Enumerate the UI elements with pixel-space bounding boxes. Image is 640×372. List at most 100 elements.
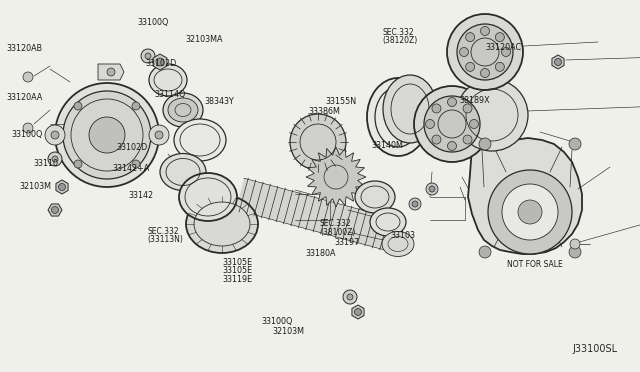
Text: 33110: 33110: [33, 159, 58, 168]
Circle shape: [355, 308, 362, 315]
Circle shape: [570, 239, 580, 249]
Text: 32103MA: 32103MA: [186, 35, 223, 44]
Ellipse shape: [186, 195, 258, 253]
Ellipse shape: [355, 181, 395, 213]
Circle shape: [502, 48, 511, 57]
Circle shape: [457, 24, 513, 80]
Circle shape: [347, 294, 353, 300]
Circle shape: [51, 131, 59, 139]
Text: 33142: 33142: [128, 191, 153, 200]
Ellipse shape: [179, 173, 237, 221]
Circle shape: [107, 68, 115, 76]
Circle shape: [481, 26, 490, 35]
Ellipse shape: [168, 98, 198, 122]
Text: 32103M: 32103M: [19, 182, 51, 191]
Text: 33142+A: 33142+A: [112, 164, 149, 173]
Circle shape: [74, 102, 82, 110]
Circle shape: [495, 33, 504, 42]
Text: 32103M: 32103M: [272, 327, 304, 336]
Text: 33100Q: 33100Q: [261, 317, 292, 326]
Circle shape: [569, 138, 581, 150]
Circle shape: [343, 290, 357, 304]
Text: SEC.332: SEC.332: [147, 227, 179, 236]
Circle shape: [466, 33, 475, 42]
Text: 33105E: 33105E: [223, 266, 253, 275]
Text: 33197: 33197: [334, 238, 359, 247]
Circle shape: [463, 135, 472, 144]
Text: 33103: 33103: [390, 231, 415, 240]
Circle shape: [429, 186, 435, 192]
Circle shape: [426, 183, 438, 195]
Circle shape: [145, 53, 151, 59]
Circle shape: [432, 104, 441, 113]
Circle shape: [290, 114, 346, 170]
Text: 33102D: 33102D: [116, 143, 148, 152]
Text: 38189X: 38189X: [460, 96, 490, 105]
Circle shape: [495, 62, 504, 71]
Ellipse shape: [367, 78, 429, 156]
Circle shape: [412, 201, 418, 207]
Circle shape: [89, 117, 125, 153]
Circle shape: [479, 138, 491, 150]
Circle shape: [463, 104, 472, 113]
Circle shape: [63, 91, 151, 179]
Ellipse shape: [163, 93, 203, 127]
Ellipse shape: [383, 75, 437, 143]
Text: J33100SL: J33100SL: [573, 344, 618, 354]
Text: 33155N: 33155N: [325, 97, 356, 106]
Polygon shape: [352, 305, 364, 319]
Text: 33120AB: 33120AB: [6, 44, 42, 53]
Text: 33120AC: 33120AC: [485, 43, 521, 52]
Circle shape: [456, 79, 528, 151]
Circle shape: [132, 160, 140, 168]
Text: 33120AA: 33120AA: [6, 93, 43, 102]
Ellipse shape: [174, 119, 226, 161]
Circle shape: [74, 160, 82, 168]
Polygon shape: [236, 179, 392, 250]
Circle shape: [132, 102, 140, 110]
Ellipse shape: [160, 154, 206, 190]
Circle shape: [488, 170, 572, 254]
Text: (38100Z): (38100Z): [320, 228, 355, 237]
Circle shape: [426, 119, 435, 128]
Text: 33105E: 33105E: [223, 258, 253, 267]
Text: (33113N): (33113N): [147, 235, 183, 244]
Text: 33140M: 33140M: [371, 141, 403, 150]
Circle shape: [569, 246, 581, 258]
Polygon shape: [306, 147, 366, 207]
Polygon shape: [56, 180, 68, 194]
Circle shape: [45, 125, 65, 145]
Circle shape: [479, 246, 491, 258]
Text: 33119E: 33119E: [223, 275, 253, 284]
Circle shape: [55, 83, 159, 187]
Text: 33114Q: 33114Q: [155, 90, 186, 99]
Text: NOT FOR SALE: NOT FOR SALE: [507, 260, 563, 269]
Text: 38343Y: 38343Y: [205, 97, 234, 106]
Circle shape: [447, 14, 523, 90]
Text: SEC.332: SEC.332: [320, 219, 351, 228]
Circle shape: [447, 97, 456, 106]
Text: 33102D: 33102D: [146, 59, 177, 68]
Polygon shape: [552, 55, 564, 69]
Circle shape: [466, 62, 475, 71]
Ellipse shape: [382, 231, 414, 257]
Ellipse shape: [370, 208, 406, 236]
Circle shape: [502, 184, 558, 240]
Circle shape: [156, 58, 164, 66]
Polygon shape: [98, 64, 124, 80]
Text: 33386M: 33386M: [308, 107, 340, 116]
Circle shape: [424, 96, 480, 152]
Circle shape: [460, 48, 468, 57]
Polygon shape: [48, 204, 62, 216]
Circle shape: [23, 123, 33, 133]
Circle shape: [48, 152, 62, 166]
Text: SEC.332: SEC.332: [383, 28, 414, 37]
Circle shape: [155, 131, 163, 139]
Circle shape: [51, 206, 58, 214]
Circle shape: [23, 72, 33, 82]
Text: 33100Q: 33100Q: [138, 18, 169, 27]
Polygon shape: [153, 54, 167, 70]
Circle shape: [447, 141, 456, 151]
Text: 33180A: 33180A: [306, 249, 337, 258]
Circle shape: [554, 58, 561, 65]
